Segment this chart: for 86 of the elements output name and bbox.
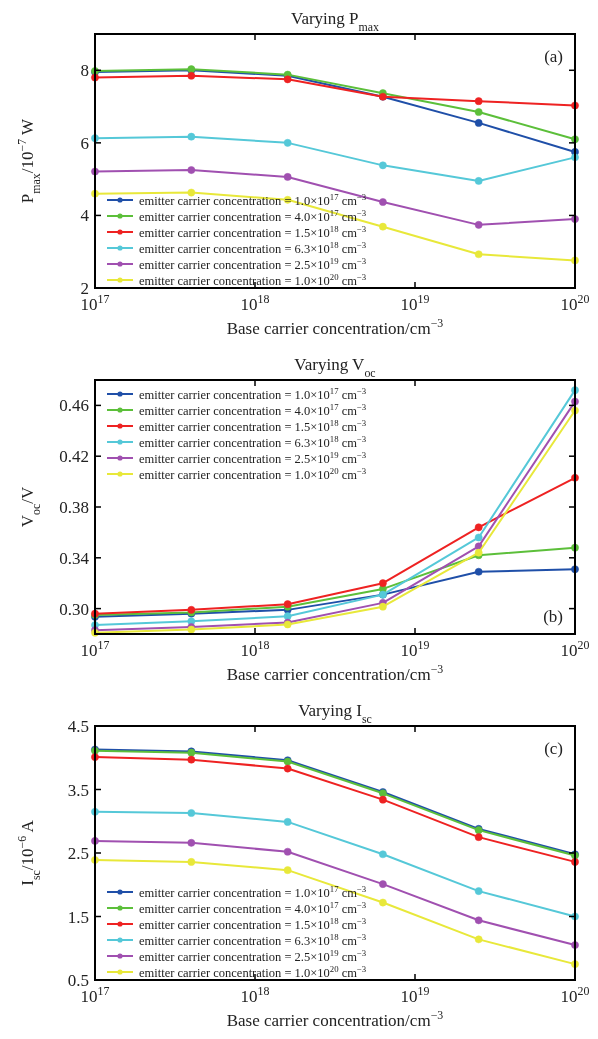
y-tick-label: 0.5 — [67, 971, 89, 990]
annotation: (b) — [543, 607, 563, 626]
y-tick-label: 4 — [80, 206, 90, 226]
point — [187, 809, 196, 817]
point — [474, 567, 483, 576]
x-tick-label: 10$^{18}$ — [240, 638, 270, 660]
y-tick-label: 0.30 — [59, 599, 89, 619]
point — [283, 612, 292, 621]
y-tick-label: 0.34 — [59, 548, 90, 568]
point — [283, 139, 292, 147]
legend-label: emitter carrier concentration = 4.0×10$^{17}$ cm$^{−3}$ — [139, 900, 367, 916]
legend-label: emitter carrier concentration = 1.0×10$^{20}$ cm$^{−3}$ — [139, 272, 367, 288]
chart-title: Varying I$_{sc}$ — [298, 701, 372, 726]
y-tick-label: 0.46 — [59, 396, 89, 416]
point — [474, 916, 483, 925]
chart-title: Varying P$_{max}$ — [290, 9, 380, 34]
point — [283, 818, 292, 826]
point — [187, 838, 196, 847]
y-tick-label: 2 — [80, 279, 89, 298]
legend-label: emitter carrier concentration = 6.3×10$^{18}$ cm$^{−3}$ — [139, 434, 367, 450]
point — [474, 119, 483, 127]
point — [379, 880, 387, 888]
x-tick-label: 10$^{20}$ — [560, 638, 590, 660]
point — [474, 221, 483, 229]
legend-label: emitter carrier concentration = 4.0×10$^{17}$ cm$^{−3}$ — [139, 402, 367, 418]
x-tick-label: 10$^{18}$ — [240, 984, 270, 1006]
point — [474, 523, 483, 532]
legend-label: emitter carrier concentration = 2.5×10$^{19}$ cm$^{−3}$ — [139, 256, 367, 272]
point — [379, 602, 387, 611]
x-tick-label: 10$^{17}$ — [80, 638, 110, 660]
point — [187, 166, 196, 174]
legend-label: emitter carrier concentration = 2.5×10$^{19}$ cm$^{−3}$ — [139, 948, 367, 964]
point — [474, 833, 483, 841]
legend-label: emitter carrier concentration = 1.5×10$^{18}$ cm$^{−3}$ — [139, 224, 367, 240]
x-axis-title: Base carrier concentration/cm$^{−3}$ — [226, 316, 444, 338]
x-tick-label: 10$^{19}$ — [400, 638, 430, 660]
point — [474, 97, 483, 105]
y-tick-label: 0.42 — [59, 447, 89, 467]
point — [379, 161, 387, 170]
point — [283, 847, 292, 856]
point — [187, 71, 196, 80]
legend-label: emitter carrier concentration = 1.5×10$^{18}$ cm$^{−3}$ — [139, 418, 367, 434]
annotation: (a) — [544, 47, 563, 66]
point — [283, 173, 292, 181]
annotation: (c) — [544, 739, 563, 758]
point — [474, 177, 483, 185]
x-tick-label: 10$^{20}$ — [560, 292, 590, 314]
x-tick-label: 10$^{19}$ — [400, 984, 430, 1006]
point — [474, 935, 483, 944]
y-tick-label: 2.5 — [67, 844, 89, 863]
x-tick-label: 10$^{20}$ — [560, 984, 590, 1006]
y-tick-label: 0.38 — [59, 498, 89, 517]
legend-label: emitter carrier concentration = 1.0×10$^{20}$ cm$^{−3}$ — [139, 466, 367, 482]
legend-label: emitter carrier concentration = 2.5×10$^{19}$ cm$^{−3}$ — [139, 450, 367, 466]
point — [187, 858, 196, 866]
y-tick-label: 4.5 — [67, 717, 89, 736]
x-tick-label: 10$^{19}$ — [400, 292, 430, 314]
point — [283, 764, 292, 773]
point — [283, 75, 292, 84]
point — [379, 850, 387, 859]
point — [379, 795, 387, 804]
x-axis-title: Base carrier concentration/cm$^{−3}$ — [226, 1008, 444, 1030]
point — [283, 866, 292, 874]
point — [187, 188, 196, 197]
y-tick-label: 8 — [80, 61, 89, 81]
point — [187, 132, 196, 141]
point — [474, 108, 483, 116]
point — [379, 579, 387, 588]
point — [379, 898, 387, 907]
legend-label: emitter carrier concentration = 6.3×10$^{18}$ cm$^{−3}$ — [139, 932, 367, 948]
legend-label: emitter carrier concentration = 6.3×10$^{18}$ cm$^{−3}$ — [139, 240, 367, 256]
x-axis-title: Base carrier concentration/cm$^{−3}$ — [226, 662, 444, 684]
legend-label: emitter carrier concentration = 1.0×10$^{20}$ cm$^{−3}$ — [139, 964, 367, 980]
point — [187, 755, 196, 764]
point — [474, 533, 483, 542]
point — [474, 887, 483, 895]
y-tick-label: 1.5 — [67, 907, 89, 927]
point — [474, 250, 483, 259]
y-tick-label: 6 — [80, 133, 89, 153]
point — [379, 222, 387, 231]
legend-label: emitter carrier concentration = 1.0×10$^{17}$ cm$^{−3}$ — [139, 386, 367, 402]
chart-title: Varying V$_{oc}$ — [294, 355, 376, 380]
legend-label: emitter carrier concentration = 1.5×10$^{18}$ cm$^{−3}$ — [139, 916, 367, 932]
point — [379, 198, 387, 206]
y-tick-label: 3.5 — [67, 780, 89, 800]
x-tick-label: 10$^{18}$ — [240, 292, 270, 314]
